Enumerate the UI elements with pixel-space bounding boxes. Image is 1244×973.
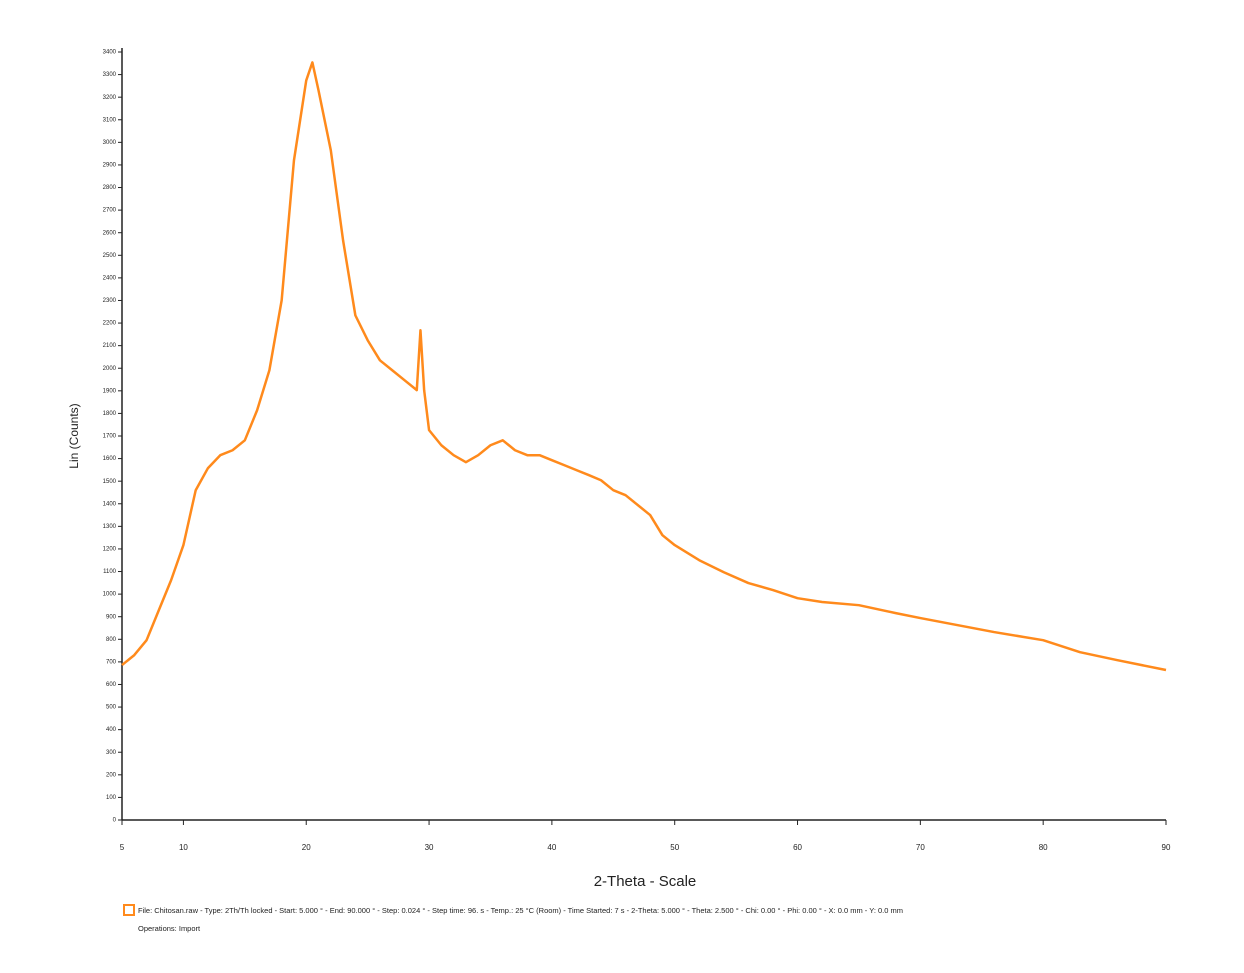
data-line [121, 61, 1167, 672]
legend-note: Operations: Import [138, 924, 201, 933]
y-tick-label: 1600 [103, 456, 117, 462]
y-tick-label: 1500 [103, 479, 117, 485]
x-tick-label: 5 [120, 843, 125, 852]
y-tick-label: 900 [106, 614, 117, 620]
y-tick-label: 200 [106, 772, 117, 778]
y-tick-label: 1000 [103, 592, 117, 598]
y-tick-label: 100 [106, 795, 117, 801]
x-tick-label: 90 [1162, 843, 1171, 852]
y-tick-label: 3000 [103, 140, 117, 146]
x-tick-label: 50 [670, 843, 679, 852]
legend-label: File: Chitosan.raw - Type: 2Th/Th locked… [138, 906, 903, 915]
x-tick-label: 30 [425, 843, 434, 852]
y-tick-label: 2100 [103, 343, 117, 349]
y-tick-label: 2500 [103, 253, 117, 259]
y-tick-label: 400 [106, 727, 117, 733]
y-tick-label: 1700 [103, 434, 117, 440]
y-tick-label: 600 [106, 682, 117, 688]
y-tick-label: 1300 [103, 524, 117, 530]
y-tick-label: 0 [113, 818, 117, 824]
y-tick-label: 2300 [103, 298, 117, 304]
y-tick-label: 1200 [103, 547, 117, 553]
y-tick-label: 1800 [103, 411, 117, 417]
y-tick-label: 1100 [103, 569, 117, 575]
y-tick-label: 2700 [103, 208, 117, 214]
x-tick-label: 20 [302, 843, 311, 852]
y-tick-label: 500 [106, 705, 117, 711]
legend-swatch [123, 904, 135, 916]
y-tick-label: 2400 [103, 275, 117, 281]
y-tick-label: 2900 [103, 163, 117, 169]
x-tick-label: 70 [916, 843, 925, 852]
x-tick-label: 10 [179, 843, 188, 852]
y-tick-label: 3300 [103, 72, 117, 78]
y-tick-label: 300 [106, 750, 117, 756]
x-axis-title: 2-Theta - Scale [594, 873, 697, 890]
y-axis-title: Lin (Counts) [67, 403, 81, 468]
y-tick-label: 2600 [103, 230, 117, 236]
y-tick-label: 2800 [103, 185, 117, 191]
y-tick-label: 800 [106, 637, 117, 643]
y-tick-label: 3100 [103, 117, 117, 123]
y-tick-label: 3200 [103, 95, 117, 101]
y-tick-label: 700 [106, 659, 117, 665]
y-tick-label: 3400 [103, 50, 117, 56]
y-tick-label: 1900 [103, 388, 117, 394]
y-tick-label: 2200 [103, 321, 117, 327]
x-tick-label: 80 [1039, 843, 1048, 852]
y-tick-label: 2000 [103, 366, 117, 372]
x-tick-label: 60 [793, 843, 802, 852]
y-tick-label: 1400 [103, 501, 117, 507]
x-tick-label: 40 [547, 843, 556, 852]
